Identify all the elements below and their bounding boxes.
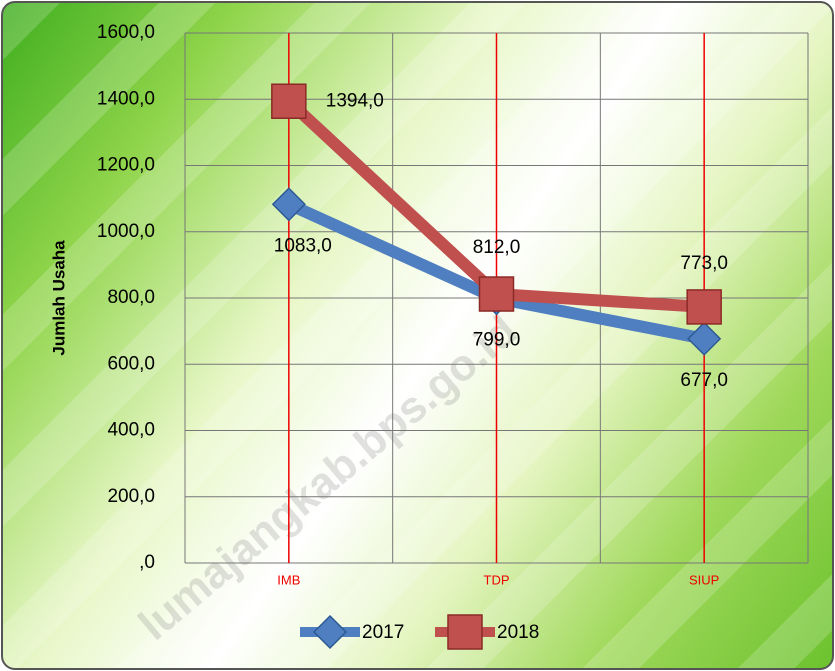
marker <box>688 323 720 355</box>
data-label: 1394,0 <box>326 90 384 111</box>
data-label: 773,0 <box>680 253 728 274</box>
legend-item: 2017 <box>300 616 404 648</box>
watermark: lumajangkab.bps.go.id <box>130 306 527 650</box>
y-tick-label: 800,0 <box>107 287 155 308</box>
data-label: 812,0 <box>473 237 521 258</box>
chart: Jumlah Usaha lumajangkab.bps.go.id,0 200,… <box>0 0 835 671</box>
y-tick-label: 1400,0 <box>97 88 155 109</box>
data-label: 677,0 <box>680 370 728 391</box>
y-tick-label: 400,0 <box>107 420 155 441</box>
legend-label: 2017 <box>362 622 404 643</box>
legend-marker <box>448 615 482 649</box>
x-tick-label: SIUP <box>689 572 719 587</box>
chart-container: Jumlah Usaha lumajangkab.bps.go.id,0 200,… <box>0 0 835 671</box>
marker <box>480 277 514 311</box>
y-tick-label: 200,0 <box>107 486 155 507</box>
marker <box>272 84 306 118</box>
legend-label: 2018 <box>497 622 539 643</box>
y-tick-label: 1000,0 <box>97 221 155 242</box>
y-tick-label: 1200,0 <box>97 155 155 176</box>
legend-item: 2018 <box>435 615 539 649</box>
y-tick-label: ,0 <box>139 552 155 573</box>
y-tick-label: 600,0 <box>107 353 155 374</box>
y-tick-label: 1600,0 <box>97 22 155 43</box>
x-tick-label: TDP <box>484 572 510 587</box>
x-tick-label: IMB <box>277 572 300 587</box>
y-axis-title: Jumlah Usaha <box>49 240 68 356</box>
data-label: 1083,0 <box>274 235 332 256</box>
data-label: 799,0 <box>473 329 521 350</box>
marker <box>687 290 721 324</box>
legend-marker <box>314 616 346 648</box>
